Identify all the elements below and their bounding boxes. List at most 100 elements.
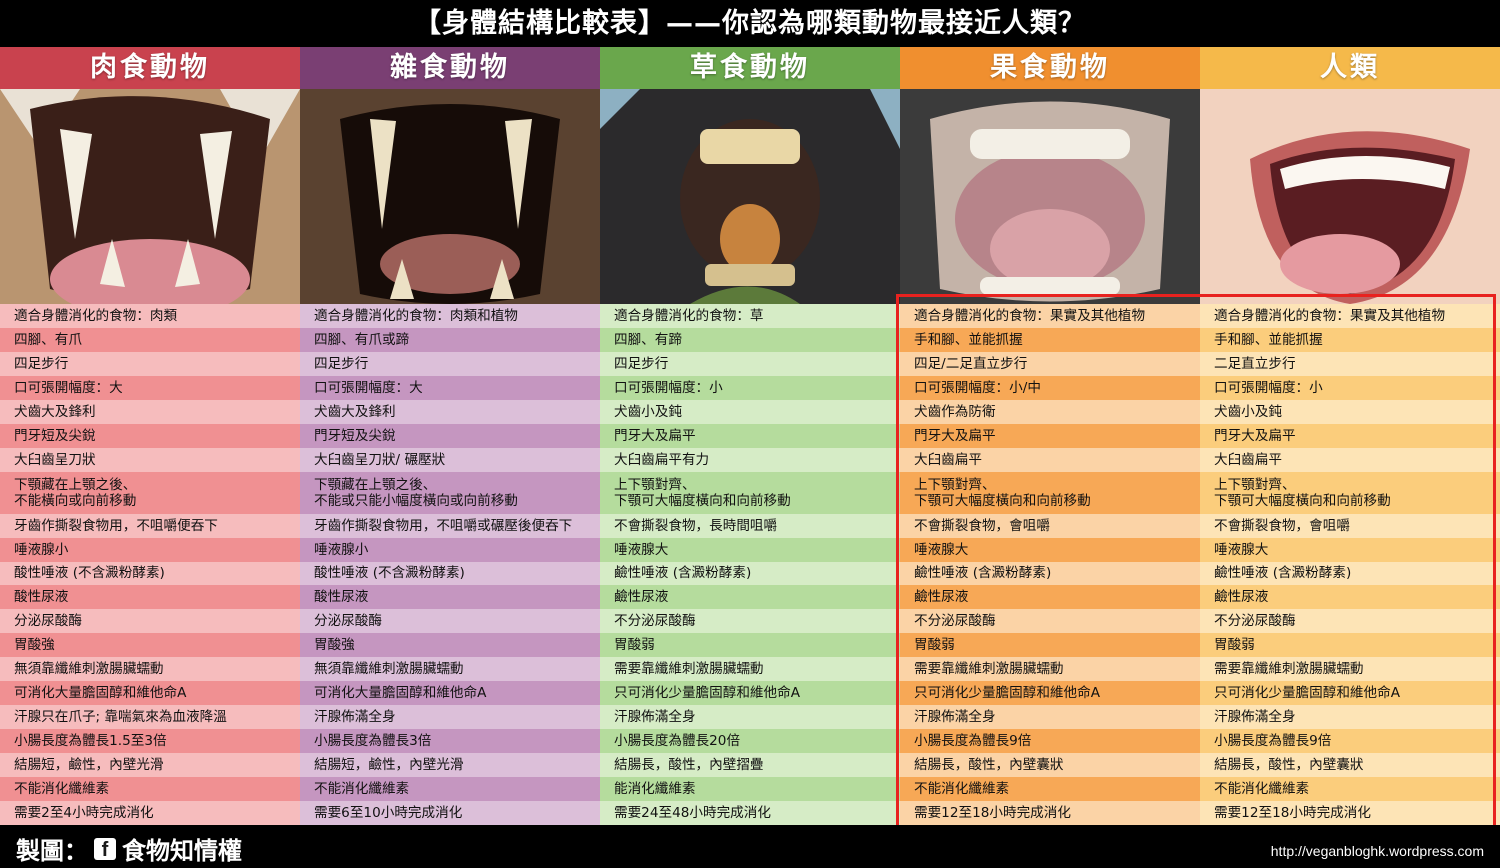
table-row: 唾液腺小 xyxy=(300,537,600,562)
table-row: 鹼性尿液 xyxy=(1200,585,1500,610)
table-row: 鹼性尿液 xyxy=(900,585,1200,610)
table-row: 門牙短及尖銳 xyxy=(300,423,600,448)
table-row: 只可消化少量膽固醇和維他命A xyxy=(900,681,1200,706)
table-row: 鹼性唾液 (含澱粉酵素) xyxy=(600,561,900,586)
table-row: 大臼齒呈刀狀/ 碾壓狀 xyxy=(300,447,600,472)
table-row: 需要靠纖維刺激腸臟蠕動 xyxy=(1200,657,1500,682)
column-frugivore: 果食動物 適合身體消化的食物：果實及其他植物 手和腳、並能抓握 四足/二足直立步行口… xyxy=(900,47,1200,825)
rows-frugivore: 適合身體消化的食物：果實及其他植物 手和腳、並能抓握 四足/二足直立步行 口可張開幅度… xyxy=(900,304,1200,825)
table-row: 結腸短，鹼性，內壁光滑 xyxy=(300,753,600,778)
table-row: 四腳、有蹄 xyxy=(600,327,900,352)
table-row: 四足步行 xyxy=(0,351,300,376)
table-row: 不分泌尿酸酶 xyxy=(600,609,900,634)
table-row: 不會撕裂食物，長時間咀嚼 xyxy=(600,513,900,538)
table-row: 鹼性唾液 (含澱粉酵素) xyxy=(900,561,1200,586)
table-row: 鹼性尿液 xyxy=(600,585,900,610)
table-row: 適合身體消化的食物：果實及其他植物 xyxy=(1200,304,1500,328)
table-row: 汗腺佈滿全身 xyxy=(1200,705,1500,730)
comparison-table: 肉食動物 適合身體消化的食物：肉類 四腳、有爪 四足步行 口可張開幅度：大 犬齒大及鋒利… xyxy=(0,47,1500,825)
table-row: 需要靠纖維刺激腸臟蠕動 xyxy=(600,657,900,682)
table-row: 胃酸弱 xyxy=(900,633,1200,658)
table-row: 胃酸強 xyxy=(300,633,600,658)
rows-carnivore: 適合身體消化的食物：肉類 四腳、有爪 四足步行 口可張開幅度：大 犬齒大及鋒利 門牙短及尖… xyxy=(0,304,300,825)
table-row: 只可消化少量膽固醇和維他命A xyxy=(1200,681,1500,706)
table-row: 結腸長，酸性，內壁囊狀 xyxy=(900,753,1200,778)
table-row: 需要靠纖維刺激腸臟蠕動 xyxy=(900,657,1200,682)
table-row: 口可張開幅度：大 xyxy=(300,375,600,400)
table-row: 分泌尿酸酶 xyxy=(300,609,600,634)
table-row: 結腸長，酸性，內壁摺疊 xyxy=(600,753,900,778)
table-row: 能消化纖維素 xyxy=(600,777,900,802)
table-row: 不會撕裂食物，會咀嚼 xyxy=(900,513,1200,538)
table-row: 唾液腺大 xyxy=(1200,537,1500,562)
facebook-icon[interactable]: f xyxy=(94,837,116,861)
table-row: 唾液腺大 xyxy=(600,537,900,562)
table-row: 酸性尿液 xyxy=(0,585,300,610)
table-row: 上下顎對齊、 下顎可大幅度橫向和向前移動 xyxy=(900,471,1200,514)
table-row: 上下顎對齊、 下顎可大幅度橫向和向前移動 xyxy=(600,471,900,514)
credit-name[interactable]: 食物知情權 xyxy=(122,837,242,865)
table-row: 四腳、有爪 xyxy=(0,327,300,352)
table-row: 犬齒作為防衛 xyxy=(900,399,1200,424)
table-row: 四足步行 xyxy=(300,351,600,376)
table-row: 無須靠纖維刺激腸臟蠕動 xyxy=(0,657,300,682)
footer-url[interactable]: http://veganbloghk.wordpress.com xyxy=(1270,843,1484,859)
table-row: 結腸短，鹼性，內壁光滑 xyxy=(0,753,300,778)
table-row: 分泌尿酸酶 xyxy=(0,609,300,634)
table-row: 門牙短及尖銳 xyxy=(0,423,300,448)
table-row: 二足直立步行 xyxy=(1200,351,1500,376)
table-row: 需要2至4小時完成消化 xyxy=(0,801,300,825)
table-row: 門牙大及扁平 xyxy=(900,423,1200,448)
table-row: 四足步行 xyxy=(600,351,900,376)
table-row: 口可張開幅度：小 xyxy=(1200,375,1500,400)
table-row: 手和腳、並能抓握 xyxy=(1200,327,1500,352)
table-row: 犬齒小及鈍 xyxy=(600,399,900,424)
table-row: 酸性唾液 (不含澱粉酵素) xyxy=(300,561,600,586)
table-row: 胃酸強 xyxy=(0,633,300,658)
table-row: 適合身體消化的食物：肉類和植物 xyxy=(300,304,600,328)
table-row: 下顎藏在上顎之後、 不能橫向或向前移動 xyxy=(0,471,300,514)
table-row: 不會撕裂食物，會咀嚼 xyxy=(1200,513,1500,538)
table-row: 胃酸弱 xyxy=(1200,633,1500,658)
chimpanzee-mouth-icon xyxy=(900,89,1200,304)
human-mouth-icon xyxy=(1200,89,1500,304)
column-omnivore: 雜食動物 適合身體消化的食物：肉類和植物 四腳、有爪或蹄 四足步行 口可張開幅度：大犬… xyxy=(300,47,600,825)
column-human: 人類 適合身體消化的食物：果實及其他植物 手和腳、並能抓握 二足直立步行 口可張開幅度… xyxy=(1200,47,1500,825)
table-row: 牙齒作撕裂食物用，不咀嚼或碾壓後便吞下 xyxy=(300,513,600,538)
tiger-mouth-icon xyxy=(0,89,300,304)
table-row: 門牙大及扁平 xyxy=(1200,423,1500,448)
table-row: 不能消化纖維素 xyxy=(1200,777,1500,802)
column-header-carnivore: 肉食動物 xyxy=(0,47,300,89)
table-row: 下顎藏在上顎之後、 不能或只能小幅度橫向或向前移動 xyxy=(300,471,600,514)
column-header-herbivore: 草食動物 xyxy=(600,47,900,89)
table-row: 不能消化纖維素 xyxy=(300,777,600,802)
credit-label: 製圖： xyxy=(16,837,88,865)
footer: 製圖： f 食物知情權 http://veganbloghk.wordpress… xyxy=(0,825,1500,868)
column-header-human: 人類 xyxy=(1200,47,1500,89)
table-row: 大臼齒呈刀狀 xyxy=(0,447,300,472)
horse-mouth-icon xyxy=(600,89,900,304)
column-carnivore: 肉食動物 適合身體消化的食物：肉類 四腳、有爪 四足步行 口可張開幅度：大 犬齒大及鋒利… xyxy=(0,47,300,825)
table-row: 可消化大量膽固醇和維他命A xyxy=(0,681,300,706)
table-row: 需要6至10小時完成消化 xyxy=(300,801,600,825)
table-row: 可消化大量膽固醇和維他命A xyxy=(300,681,600,706)
column-header-frugivore: 果食動物 xyxy=(900,47,1200,89)
table-row: 唾液腺大 xyxy=(900,537,1200,562)
table-row: 汗腺佈滿全身 xyxy=(900,705,1200,730)
table-row: 無須靠纖維刺激腸臟蠕動 xyxy=(300,657,600,682)
table-row: 犬齒小及鈍 xyxy=(1200,399,1500,424)
table-row: 小腸長度為體長1.5至3倍 xyxy=(0,729,300,754)
table-row: 小腸長度為體長20倍 xyxy=(600,729,900,754)
table-row: 汗腺佈滿全身 xyxy=(600,705,900,730)
table-row: 酸性尿液 xyxy=(300,585,600,610)
table-row: 不能消化纖維素 xyxy=(900,777,1200,802)
table-row: 大臼齒扁平 xyxy=(900,447,1200,472)
table-row: 胃酸弱 xyxy=(600,633,900,658)
rows-omnivore: 適合身體消化的食物：肉類和植物 四腳、有爪或蹄 四足步行 口可張開幅度：大 犬齒大及鋒利… xyxy=(300,304,600,825)
table-row: 需要12至18小時完成消化 xyxy=(1200,801,1500,825)
table-row: 小腸長度為體長3倍 xyxy=(300,729,600,754)
table-row: 不能消化纖維素 xyxy=(0,777,300,802)
table-row: 上下顎對齊、 下顎可大幅度橫向和向前移動 xyxy=(1200,471,1500,514)
table-row: 結腸長，酸性，內壁囊狀 xyxy=(1200,753,1500,778)
table-row: 適合身體消化的食物：草 xyxy=(600,304,900,328)
